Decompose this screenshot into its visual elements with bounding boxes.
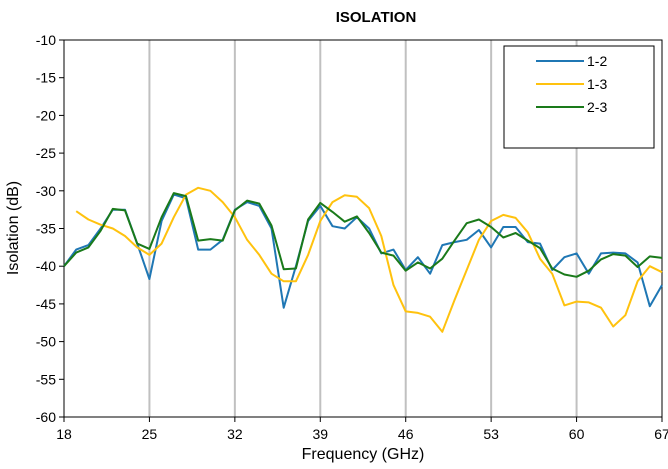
y-tick-label: -20 [36, 107, 56, 123]
legend-label-1-3: 1-3 [587, 76, 607, 92]
x-tick-label: 25 [142, 426, 158, 442]
y-tick-label: -40 [36, 258, 56, 274]
legend: 1-2 1-3 2-3 [503, 45, 655, 149]
x-tick-label: 46 [398, 426, 414, 442]
y-tick-label: -55 [36, 371, 56, 387]
x-tick-label: 32 [227, 426, 243, 442]
y-axis-ticks: -10 -15 -20 -25 -30 -35 -40 -45 -50 -55 -60 [36, 32, 64, 425]
x-tick-label: 60 [569, 426, 585, 442]
x-tick-label: 67 [654, 426, 668, 442]
legend-label-2-3: 2-3 [587, 99, 607, 115]
x-tick-label: 53 [483, 426, 499, 442]
x-tick-label: 39 [312, 426, 328, 442]
y-tick-label: -45 [36, 296, 56, 312]
y-tick-label: -50 [36, 334, 56, 350]
x-tick-label: 18 [56, 426, 72, 442]
x-axis-label: Frequency (GHz) [302, 446, 425, 463]
x-axis-ticks: 18 25 32 39 46 53 60 67 [56, 417, 668, 442]
chart-title: ISOLATION [336, 9, 417, 26]
legend-box [503, 45, 655, 149]
series-line-1-3 [75, 186, 663, 333]
y-tick-label: -10 [36, 32, 56, 48]
y-tick-label: -15 [36, 70, 56, 86]
series-line-2-3 [63, 192, 663, 278]
legend-label-1-2: 1-2 [587, 53, 607, 69]
y-tick-label: -35 [36, 221, 56, 237]
y-tick-label: -60 [36, 409, 56, 425]
y-tick-label: -25 [36, 145, 56, 161]
y-axis-label: Isolation (dB) [5, 181, 22, 275]
y-tick-label: -30 [36, 183, 56, 199]
series-lines [63, 186, 663, 333]
series-line-1-2 [63, 193, 663, 309]
